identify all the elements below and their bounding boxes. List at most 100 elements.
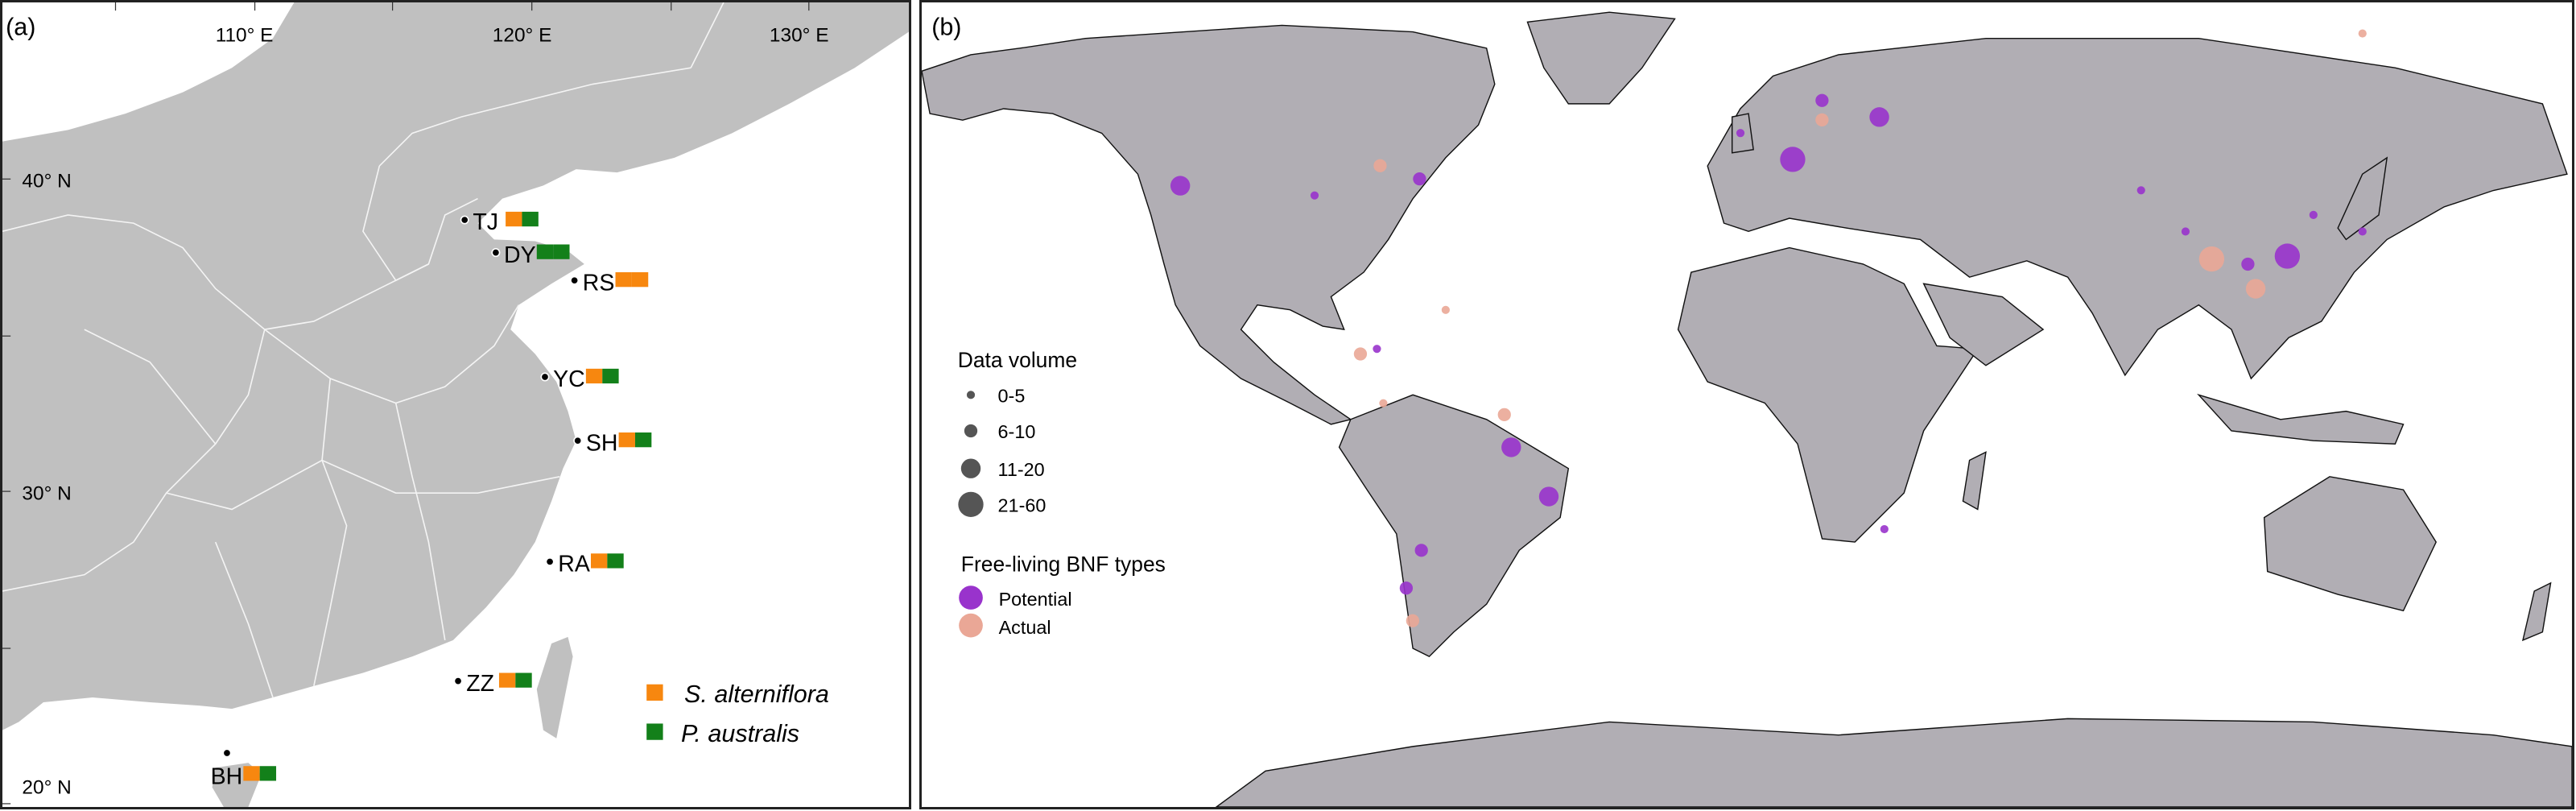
data-point-potential [1373,345,1381,354]
legend-type-title: Free-living BNF types [961,552,1166,577]
legend-size-label: 0-5 [998,385,1026,406]
land-indonesia [2197,393,2405,445]
site-dot [545,557,555,566]
lon-tick-label: 110° E [216,25,274,47]
data-point-actual [1815,113,1829,127]
legend-size-marker [960,458,981,478]
species-marker [243,766,260,781]
world-map: (b) Data volume 0-5 6-10 11-20 21-60 Free-l… [922,11,2572,807]
land-japan [2337,156,2388,241]
legend-size-label: 6-10 [998,421,1036,442]
axis-ticks [2,2,810,805]
data-point-actual [1379,399,1388,408]
lon-tick-label: 130° E [770,25,829,47]
data-point-potential [2241,257,2255,271]
site-code: TJ [473,209,498,235]
site-dot [570,275,580,285]
legend-label-actual: Actual [999,617,1051,638]
lat-tick-label: 20° N [22,777,71,799]
species-marker [602,368,619,384]
land-china [2,2,909,730]
data-point-actual [2358,29,2367,38]
species-marker [634,432,652,448]
land-africa [1677,246,1979,543]
species-marker [607,553,624,569]
species-marker [536,244,554,259]
data-point-potential [1780,147,1806,172]
legend-marker-potential [959,585,983,610]
data-point-actual [2198,246,2225,272]
site-sh: SH [573,430,652,456]
legend-marker-actual [959,613,983,638]
site-dot [491,248,501,258]
land-madagascar [1962,451,1987,511]
land-eurasia [1707,37,2568,380]
site-dot [460,215,469,225]
species-marker [631,272,649,288]
land-australia [2263,476,2438,612]
site-dot [540,372,550,382]
land-greenland [1526,11,1676,105]
data-point-potential [2309,210,2318,219]
species-marker [618,432,635,448]
site-ra: RA [545,552,624,577]
legend-label: P. australis [681,720,799,747]
land-south-america [1338,394,1570,658]
data-point-actual [2245,279,2266,299]
land-north-america [922,24,1496,425]
site-code: BH [211,764,243,790]
land-taiwan [536,636,573,739]
data-point-potential [1538,486,1559,507]
site-bh: BH [211,748,277,790]
legend-swatch-s-alterniflora [646,684,663,701]
site-dot [453,677,463,686]
data-point-potential [1413,172,1426,186]
data-point-potential [1170,176,1191,196]
data-point-potential [1869,107,1889,127]
land-new-zealand [2521,581,2552,642]
data-point-actual [1353,347,1368,361]
legend-size-title: Data volume [958,348,1077,372]
site-code: YC [553,366,585,392]
panel-a-china-sites-map: (a) 110° E 120° E 130° E 40° N 30° N 20°… [0,0,911,809]
data-point-actual [1497,408,1511,422]
species-marker [553,244,570,259]
data-point-actual [1373,159,1387,172]
data-point-potential [1815,93,1829,107]
site-dot [573,436,583,445]
site-code: ZZ [466,671,494,697]
data-point-potential [1414,544,1428,557]
data-point-actual [1406,614,1420,627]
species-marker [498,672,516,688]
data-point-potential [1501,437,1521,457]
legend-size-marker [966,391,976,399]
data-point-potential [1880,524,1889,534]
lat-tick-label: 30° N [22,482,71,504]
site-code: DY [504,242,536,268]
species-marker [590,553,608,569]
data-point-potential [1736,129,1745,138]
site-zz: ZZ [453,671,532,697]
panel-label: (b) [931,14,961,41]
species-marker [506,211,522,227]
site-code: SH [586,430,618,456]
site-tj: TJ [460,209,539,235]
legend-size-marker [958,491,984,517]
data-point-potential [2358,227,2367,236]
species-marker [615,272,632,288]
china-map: (a) 110° E 120° E 130° E 40° N 30° N 20°… [2,2,909,807]
legend-label: S. alterniflora [684,681,829,708]
species-marker [522,211,539,227]
site-dot [222,748,232,758]
site-code: RA [558,552,590,577]
panel-b-global-bnf-map: (b) Data volume 0-5 6-10 11-20 21-60 Free-l… [919,0,2574,809]
legend-swatch-p-australis [646,723,663,740]
site-code: RS [583,270,615,296]
data-point-potential [1399,581,1414,595]
province-boundaries [2,2,724,698]
data-point-potential [2136,186,2145,195]
site-dy: DY [491,242,570,268]
panel-label: (a) [6,14,35,41]
land-antarctica [1215,718,2572,807]
